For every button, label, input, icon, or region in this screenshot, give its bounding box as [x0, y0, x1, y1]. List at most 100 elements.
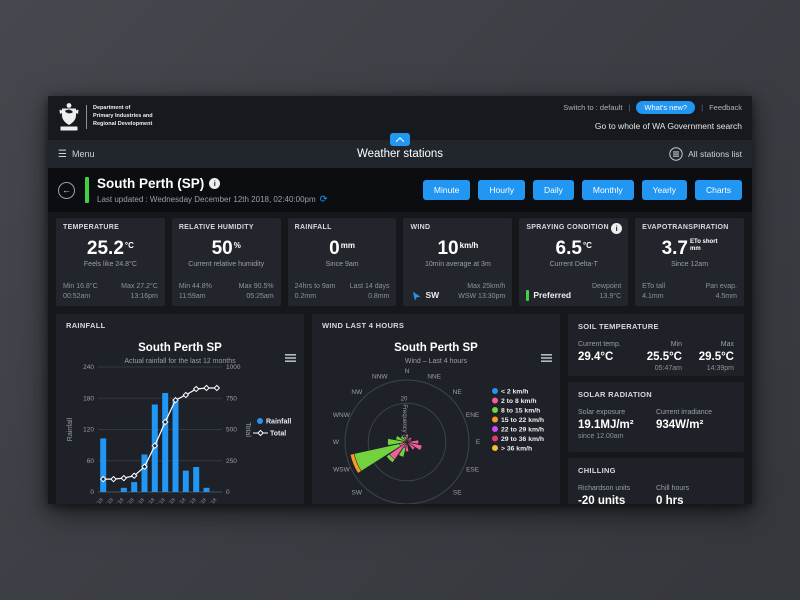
wind-rose-panel: WIND LAST 4 HOURS South Perth SP Wind – L…: [312, 314, 560, 504]
card-subtitle: Current relative humidity: [188, 261, 265, 268]
card-footer-line: 05:25am: [246, 292, 274, 300]
y-right-tick: 0: [226, 489, 230, 496]
total-marker: [151, 442, 159, 450]
range-daily-button[interactable]: Daily: [532, 180, 574, 200]
chart-context-menu-icon[interactable]: [285, 354, 296, 362]
legend-label[interactable]: 22 to 29 km/h: [501, 427, 544, 434]
legend-marker: [492, 416, 498, 423]
card-footer-line: Max 25km/h: [467, 283, 506, 291]
card-footer-line: 4.5mm: [715, 292, 737, 300]
station-status-bar: [85, 177, 89, 203]
range-yearly-button[interactable]: Yearly: [641, 180, 687, 200]
legend-label-total[interactable]: Total: [270, 431, 286, 438]
range-monthly-button[interactable]: Monthly: [581, 180, 634, 200]
total-marker: [161, 418, 169, 426]
legend-marker: [492, 407, 498, 413]
card-value: 0: [329, 238, 340, 259]
legend-label-rainfall[interactable]: Rainfall: [266, 419, 291, 426]
wa-gov-logo[interactable]: Department of Primary Industries and Reg…: [58, 101, 153, 140]
card-footer-line: 4.1mm: [642, 292, 664, 300]
card-footer: SW Max 25km/h WSW 13:30pm: [410, 282, 505, 301]
card-footer-right: Last 14 days 0.8mm: [350, 282, 390, 301]
range-charts-button[interactable]: Charts: [694, 180, 742, 200]
metric-label: Current irradiance: [656, 409, 713, 416]
card-unit-line: ETo short: [689, 239, 718, 246]
info-icon[interactable]: i: [611, 223, 623, 234]
stat-cards-row: TEMPERATURE 25.2°C Feels like 24.8°C Min 16…: [56, 218, 744, 306]
chart-subtitle: Wind – Last 4 hours: [405, 358, 468, 365]
metric-max: Max 29.5°C 14:39pm: [682, 341, 734, 373]
compass-label-sw: SW: [352, 489, 363, 496]
wa-crest-icon: [59, 103, 79, 131]
card-evapotranspiration: EVAPOTRANSPIRATION 3.7 ETo short mm Since 12…: [635, 218, 744, 306]
department-name: Department of Primary Industries and Reg…: [86, 105, 153, 129]
metric-current-temp: Current temp. 29.4°C: [578, 341, 630, 373]
collapse-header-button[interactable]: [390, 133, 410, 146]
chart-context-menu-icon[interactable]: [541, 354, 552, 362]
metric-value: 0 hrs: [656, 495, 684, 504]
rainfall-chart: South Perth SP Actual rainfall for the la…: [67, 342, 296, 504]
legend-label[interactable]: < 2 km/h: [501, 389, 528, 396]
x-tick-label: Jun '18: [141, 497, 157, 504]
card-title: RELATIVE HUMIDITY: [178, 224, 254, 231]
legend-label[interactable]: 2 to 8 km/h: [501, 398, 537, 405]
card-title: SPRAYING CONDITION: [526, 224, 609, 231]
metric-label: Richardson units: [578, 485, 631, 492]
metric-label: Current temp.: [578, 341, 621, 348]
legend-label[interactable]: 8 to 15 km/h: [501, 408, 540, 415]
total-marker: [192, 385, 200, 393]
info-icon[interactable]: i: [209, 177, 221, 189]
card-spraying-condition: SPRAYING CONDITION i 6.5°C Current Delta-T P…: [519, 218, 629, 306]
all-stations-list-button[interactable]: All stations list: [669, 147, 742, 161]
rain-bar: [100, 438, 107, 492]
card-footer-line: Min 16.8°C: [63, 283, 98, 291]
card-title: EVAPOTRANSPIRATION: [642, 224, 729, 231]
whats-new-button[interactable]: What's new?: [636, 101, 696, 114]
metric-label: Min: [670, 341, 682, 348]
card-footer-line: Max 27.2°C: [121, 283, 158, 291]
x-tick-label: May '18: [129, 497, 146, 504]
card-value: 50: [211, 238, 233, 259]
menu-button[interactable]: ☰ Menu: [58, 149, 94, 160]
metric-subtext: 14:39pm: [706, 365, 734, 372]
side-panels-column: SOIL TEMPERATURE Current temp. 29.4°C Min 25…: [568, 314, 744, 504]
rain-bar: [131, 482, 138, 492]
card-relative-humidity: RELATIVE HUMIDITY 50% Current relative hum…: [171, 218, 281, 306]
y-right-tick: 750: [226, 395, 237, 402]
rain-bar: [193, 467, 200, 492]
back-button[interactable]: ←: [58, 181, 75, 199]
metric-value: 25.5°C: [646, 351, 682, 363]
card-footer: ETo tall 4.1mm Pan evap. 4.5mm: [642, 282, 737, 301]
card-unit: °C: [124, 241, 134, 250]
feedback-link[interactable]: Feedback: [709, 103, 742, 112]
card-footer-line: 11:59am: [178, 292, 206, 300]
legend-label[interactable]: > 36 km/h: [501, 446, 532, 453]
rose-wedge-ssw: [398, 446, 406, 458]
metric-solar-exposure: Solar exposure 19.1MJ/m² since 12.00am: [578, 409, 656, 441]
rain-bar: [120, 487, 127, 492]
card-footer-strong: Preferred: [533, 289, 572, 300]
separator: |: [701, 103, 704, 112]
card-value-block: 10km/h 10min average at 3m: [410, 238, 505, 268]
rose-wedge-sw: [386, 453, 396, 463]
station-info: South Perth (SP) i Last updated : Wednes…: [97, 176, 328, 205]
rain-bar: [141, 454, 148, 492]
y-right-axis-title: Total: [244, 422, 251, 437]
metric-value: 19.1MJ/m²: [578, 419, 634, 431]
compass-label-wsw: WSW: [333, 466, 350, 473]
chart-subtitle: Actual rainfall for the last 12 months: [124, 358, 236, 365]
card-wind: WIND 10km/h 10min average at 3m SW Max 25km/…: [403, 218, 513, 306]
refresh-icon[interactable]: ⟳: [319, 193, 328, 205]
gov-search-link[interactable]: Go to whole of WA Government search: [594, 121, 742, 131]
y-left-tick: 180: [83, 395, 94, 402]
switch-to-link[interactable]: Switch to : default: [563, 103, 623, 112]
legend-label[interactable]: 29 to 36 km/h: [501, 436, 544, 443]
card-footer-left: Min 16.8°C 00:52am: [63, 282, 98, 301]
rain-bar: [203, 487, 210, 492]
range-hourly-button[interactable]: Hourly: [478, 180, 525, 200]
legend-label[interactable]: 15 to 22 km/h: [501, 417, 544, 424]
range-minute-button[interactable]: Minute: [422, 180, 471, 200]
panel-header: SOIL TEMPERATURE: [578, 322, 659, 331]
hamburger-icon: ☰: [58, 148, 67, 160]
